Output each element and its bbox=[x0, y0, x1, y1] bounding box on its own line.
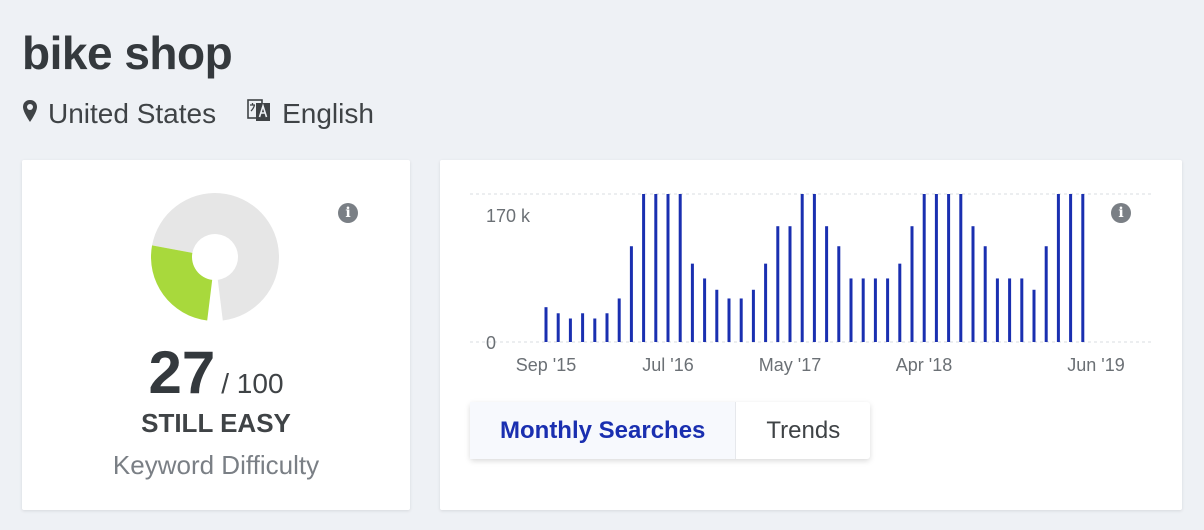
chart-bar[interactable] bbox=[971, 226, 975, 342]
chart-bar[interactable] bbox=[617, 298, 621, 342]
chart-bar[interactable] bbox=[629, 246, 633, 342]
chart-bar[interactable] bbox=[898, 263, 902, 342]
gauge-track bbox=[152, 192, 279, 321]
chart-bar[interactable] bbox=[642, 194, 646, 342]
chart-bar[interactable] bbox=[568, 318, 572, 342]
chart-bar[interactable] bbox=[934, 194, 938, 342]
chart-bar[interactable] bbox=[654, 194, 658, 342]
chart-bar[interactable] bbox=[739, 298, 743, 342]
chart-bar[interactable] bbox=[556, 313, 560, 342]
chart-bar[interactable] bbox=[751, 289, 755, 342]
x-tick-label: Jul '16 bbox=[642, 355, 693, 375]
info-icon[interactable]: i bbox=[338, 203, 358, 223]
chart-bar[interactable] bbox=[922, 194, 926, 342]
x-tick-label: Apr '18 bbox=[896, 355, 952, 375]
chart-bar[interactable] bbox=[910, 226, 914, 342]
difficulty-score-value: 27 bbox=[148, 339, 216, 406]
location-label: United States bbox=[48, 97, 217, 129]
chart-bar[interactable] bbox=[776, 226, 780, 342]
chart-bar[interactable] bbox=[703, 278, 707, 342]
chart-bar[interactable] bbox=[849, 278, 853, 342]
chart-bar[interactable] bbox=[727, 298, 731, 342]
chart-bar[interactable] bbox=[690, 263, 694, 342]
keyword-title: bike shop bbox=[22, 27, 233, 79]
chart-bar[interactable] bbox=[1032, 289, 1036, 342]
chart-bar[interactable] bbox=[544, 307, 548, 342]
chart-bar[interactable] bbox=[1044, 246, 1048, 342]
chart-info-icon[interactable]: i bbox=[1111, 203, 1131, 223]
chart-bar[interactable] bbox=[837, 246, 841, 342]
chart-bar[interactable] bbox=[1008, 278, 1012, 342]
difficulty-level: STILL EASY bbox=[141, 408, 291, 438]
chart-bar[interactable] bbox=[788, 226, 792, 342]
chart-bar[interactable] bbox=[715, 289, 719, 342]
chart-bar[interactable] bbox=[861, 278, 865, 342]
chart-bar[interactable] bbox=[1081, 194, 1085, 342]
difficulty-label: Keyword Difficulty bbox=[112, 450, 320, 480]
chart-bar[interactable] bbox=[605, 313, 609, 342]
location: United States bbox=[22, 98, 216, 130]
x-tick-label: Jun '19 bbox=[1067, 355, 1124, 375]
keyword-meta: United States English bbox=[22, 97, 404, 130]
chart-bar[interactable] bbox=[812, 194, 816, 342]
chart-bar[interactable] bbox=[1056, 194, 1060, 342]
monthly-searches-chart: 170 k 0 Sep '15 Jul '16 May '17 Apr '18 Jun '1… bbox=[470, 193, 1152, 375]
map-pin-icon bbox=[22, 98, 38, 130]
chart-bar[interactable] bbox=[886, 278, 890, 342]
chart-bar[interactable] bbox=[678, 194, 682, 342]
difficulty-gauge bbox=[151, 192, 279, 321]
gauge-fill bbox=[151, 245, 213, 321]
difficulty-card: i 27/ 100 STILL EASY Keyword Difficulty bbox=[22, 160, 410, 510]
chart-bar[interactable] bbox=[825, 226, 829, 342]
y-tick-label: 170 k bbox=[486, 206, 531, 226]
tab-monthly-searches[interactable]: Monthly Searches bbox=[470, 402, 737, 459]
chart-bar[interactable] bbox=[1069, 194, 1073, 342]
chart-tabs: Monthly Searches Trends bbox=[470, 402, 871, 459]
chart-bar[interactable] bbox=[1020, 278, 1024, 342]
chart-bar[interactable] bbox=[764, 263, 768, 342]
translate-icon bbox=[246, 97, 272, 130]
chart-bar[interactable] bbox=[873, 278, 877, 342]
difficulty-score-max: / 100 bbox=[221, 368, 284, 399]
chart-bar[interactable] bbox=[581, 313, 585, 342]
tab-trends[interactable]: Trends bbox=[766, 417, 841, 444]
chart-bar[interactable] bbox=[666, 194, 670, 342]
chart-bar[interactable] bbox=[947, 194, 951, 342]
chart-bar[interactable] bbox=[959, 194, 963, 342]
chart-bar[interactable] bbox=[995, 278, 999, 342]
y-tick-label: 0 bbox=[486, 333, 496, 353]
difficulty-score: 27/ 100 bbox=[22, 338, 410, 407]
chart-bar[interactable] bbox=[983, 246, 987, 342]
x-tick-label: May '17 bbox=[759, 355, 821, 375]
language: English bbox=[246, 97, 374, 130]
chart-bar[interactable] bbox=[593, 318, 597, 342]
language-label: English bbox=[282, 97, 374, 129]
chart-bar[interactable] bbox=[800, 194, 804, 342]
x-tick-label: Sep '15 bbox=[516, 355, 577, 375]
search-volume-card: 170 k 0 Sep '15 Jul '16 May '17 Apr '18 Jun '1… bbox=[440, 160, 1182, 510]
